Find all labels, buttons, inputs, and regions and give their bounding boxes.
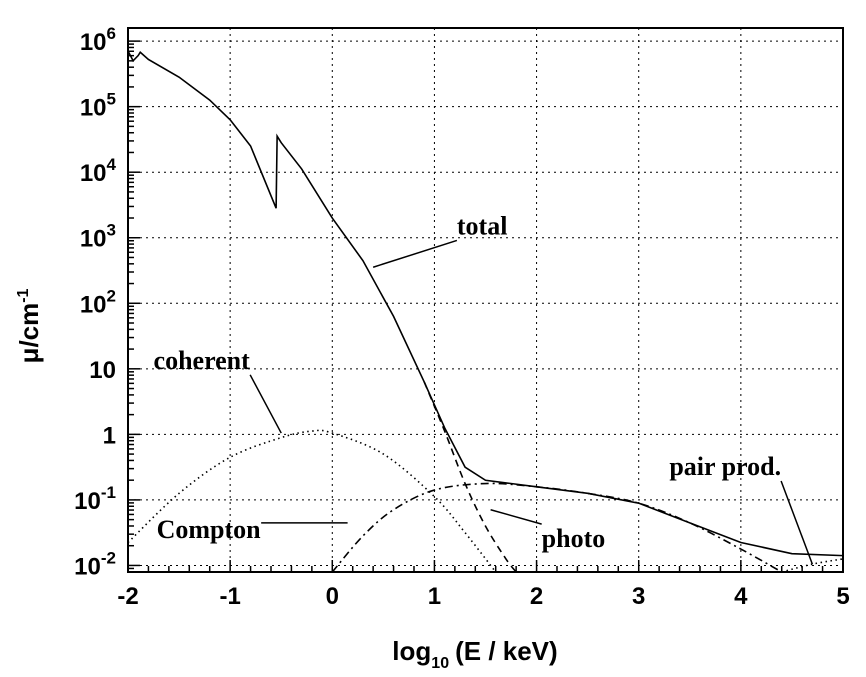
x-axis-title-subscript: 10 xyxy=(431,655,449,672)
annotation-leader-line xyxy=(780,480,814,565)
x-tick-label: 3 xyxy=(632,583,645,610)
x-tick-label: -2 xyxy=(117,583,138,610)
x-tick-label: 0 xyxy=(326,583,339,610)
x-tick-label: -1 xyxy=(219,583,240,610)
y-tick-label: 10-1 xyxy=(74,483,116,515)
y-tick-label: 10-2 xyxy=(74,548,116,580)
y-tick-label: 10 xyxy=(89,357,116,384)
annotation-total: total xyxy=(457,211,508,240)
annotation-leader-line xyxy=(372,239,458,268)
annotation-compton: Compton xyxy=(157,515,262,544)
x-axis-title-prefix: log xyxy=(392,636,431,666)
y-tick-label: 102 xyxy=(80,286,116,318)
y-tick-label: 103 xyxy=(80,221,116,253)
grid-layer xyxy=(128,28,843,572)
annotation-coherent: coherent xyxy=(154,346,251,375)
axis-layer xyxy=(127,27,844,573)
plot-frame xyxy=(127,27,844,573)
y-tick-label: 104 xyxy=(80,155,117,187)
y-tick-label: 1 xyxy=(103,422,116,449)
annotation-photo: photo xyxy=(542,524,606,553)
x-tick-label: 4 xyxy=(734,583,748,610)
y-axis-title: μ/cm-1 xyxy=(14,288,44,363)
y-tick-label: 106 xyxy=(80,24,116,56)
x-tick-label: 2 xyxy=(530,583,543,610)
annotation-layer: total coherent Compton photo pair prod. xyxy=(154,211,814,565)
annotation-leader-line xyxy=(249,374,282,434)
annotation-leader-line xyxy=(490,509,542,525)
y-tick-label: 105 xyxy=(80,90,116,122)
series-total-line xyxy=(127,50,844,557)
x-axis-title: log10 (E / keV) xyxy=(392,636,557,672)
y-axis-title-base: μ/cm xyxy=(14,303,44,364)
series-photo-line xyxy=(423,381,517,573)
series-pairprod-line xyxy=(781,558,844,573)
y-axis-title-superscript: -1 xyxy=(15,288,32,302)
annotation-pairprod: pair prod. xyxy=(669,452,781,481)
x-tick-label: 5 xyxy=(836,583,849,610)
series-layer xyxy=(127,50,844,573)
series-compton-line xyxy=(331,482,783,573)
x-tick-label: 1 xyxy=(428,583,441,610)
x-axis-title-suffix: (E / keV) xyxy=(455,636,558,666)
series-coherent-line xyxy=(127,429,497,573)
